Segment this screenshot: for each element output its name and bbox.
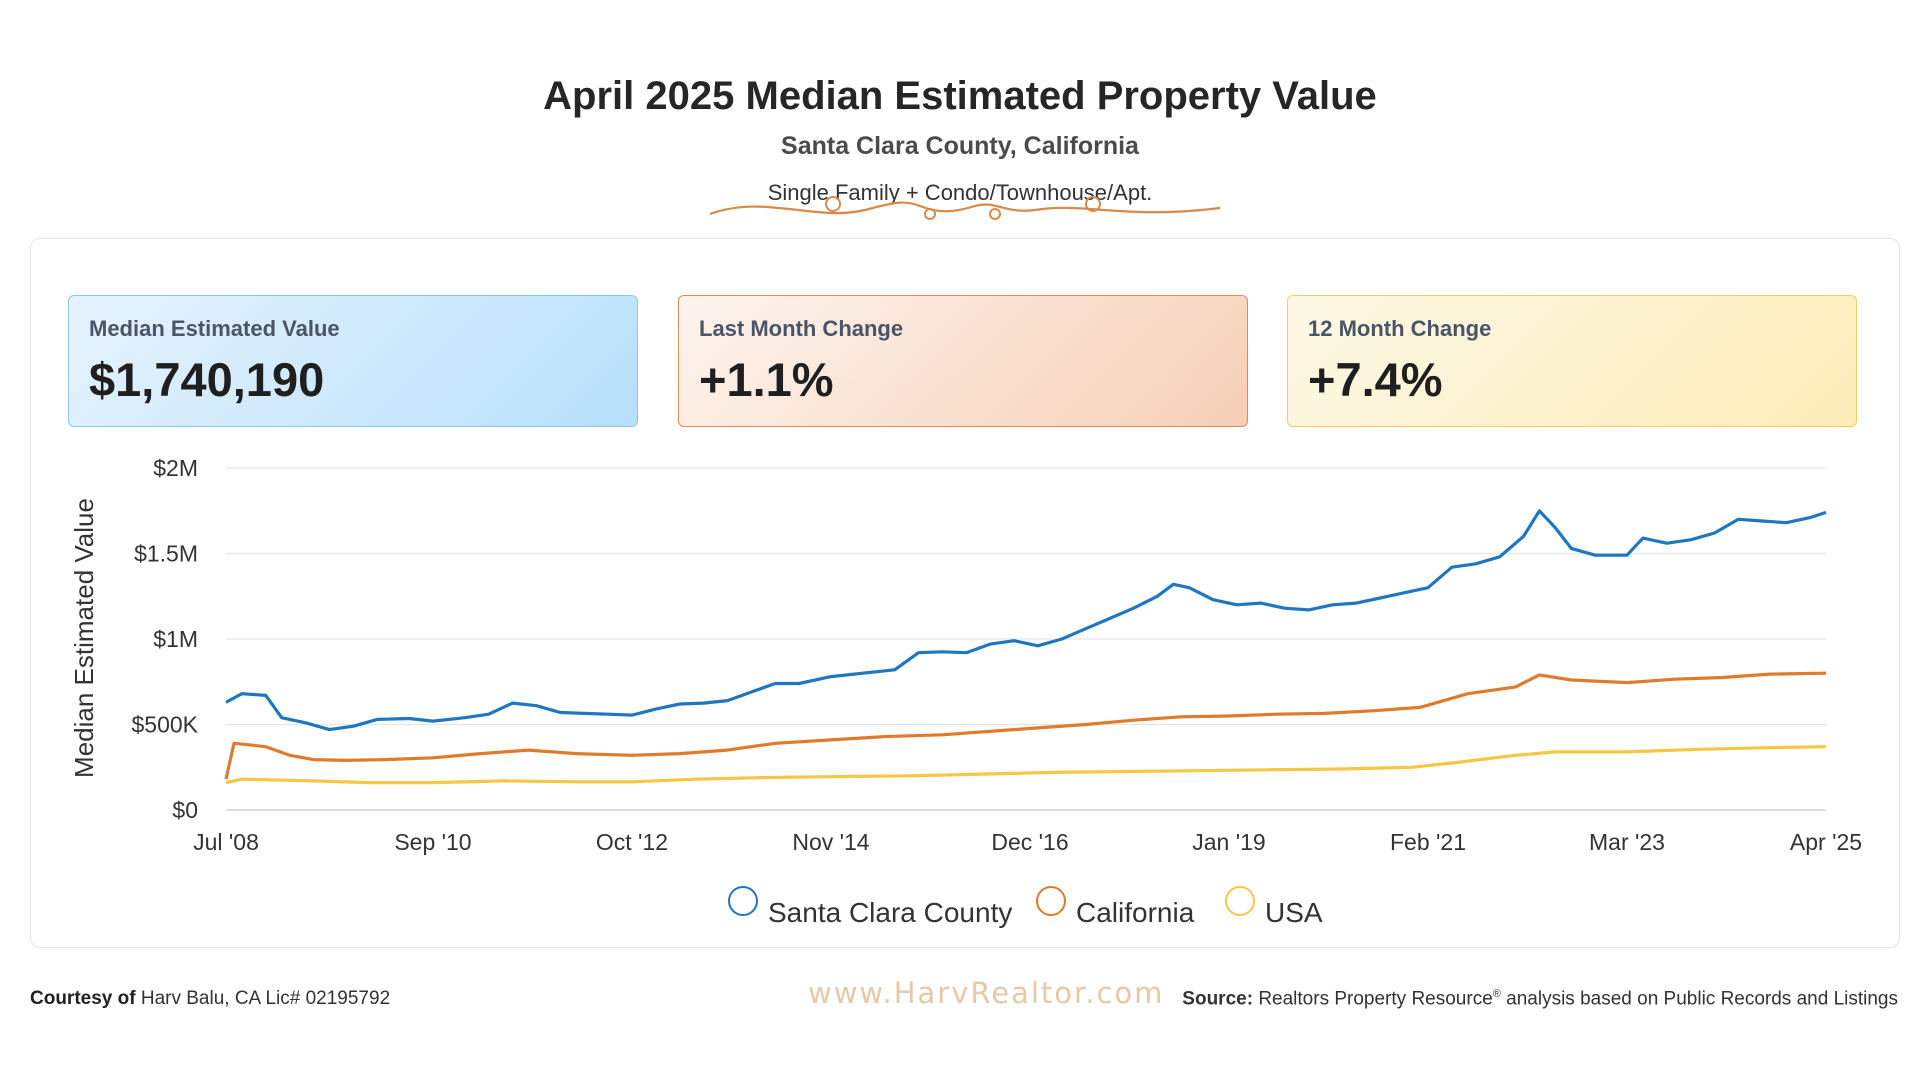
x-tick-label: Jan '19 bbox=[1192, 829, 1265, 855]
source-text-tail: analysis based on Public Records and Lis… bbox=[1500, 988, 1898, 1010]
kpi-value: +7.4% bbox=[1308, 353, 1443, 406]
legend-marker[interactable] bbox=[1036, 886, 1066, 916]
y-tick-label: $0 bbox=[172, 797, 198, 823]
legend-marker[interactable] bbox=[728, 886, 758, 916]
y-tick-label: $2M bbox=[153, 455, 198, 481]
grid-lines bbox=[226, 467, 1826, 811]
legend-label[interactable]: USA bbox=[1265, 897, 1323, 928]
kpi-median-value: Median Estimated Value $1,740,190 bbox=[68, 295, 638, 427]
legend-label[interactable]: Santa Clara County bbox=[768, 897, 1012, 928]
series-line-usa bbox=[225, 745, 1827, 785]
y-tick-label: $1.5M bbox=[134, 541, 198, 567]
kpi-label: 12 Month Change bbox=[1308, 316, 1492, 341]
kpi-label: Median Estimated Value bbox=[89, 316, 340, 341]
website-watermark: www.HarvRealtor.com bbox=[808, 976, 1165, 1010]
y-axis-ticks: $0 $500K $1M $1.5M $2M bbox=[131, 455, 198, 823]
x-tick-label: Jul '08 bbox=[193, 829, 259, 855]
legend: Santa Clara County California USA bbox=[728, 886, 1323, 928]
kpi-12-month-change: 12 Month Change +7.4% bbox=[1287, 295, 1857, 427]
page-title: April 2025 Median Estimated Property Val… bbox=[543, 74, 1377, 118]
series-line-california bbox=[224, 671, 1827, 780]
courtesy-text: Harv Balu, CA Lic# 02195792 bbox=[140, 988, 391, 1009]
x-tick-label: Nov '14 bbox=[792, 829, 869, 855]
y-tick-label: $1M bbox=[153, 626, 198, 652]
source-line: Source: Realtors Property Resource® anal… bbox=[1182, 988, 1898, 1010]
courtesy-label: Courtesy of bbox=[30, 988, 136, 1009]
decorative-flourish-icon bbox=[709, 196, 1221, 220]
registered-mark: ® bbox=[1492, 988, 1501, 1000]
source-text: Realtors Property Resource bbox=[1258, 988, 1493, 1010]
property-types: Single Family + Condo/Townhouse/Apt. bbox=[767, 180, 1153, 205]
kpi-value: $1,740,190 bbox=[89, 353, 325, 406]
kpi-label: Last Month Change bbox=[699, 316, 904, 341]
courtesy-line: Courtesy of Harv Balu, CA Lic# 02195792 bbox=[30, 988, 390, 1010]
kpi-last-month-change: Last Month Change +1.1% bbox=[678, 295, 1248, 427]
y-axis-label: Median Estimated Value bbox=[69, 498, 99, 778]
x-axis-ticks: Jul '08 Sep '10 Oct '12 Nov '14 Dec '16 Jan '… bbox=[193, 829, 1862, 855]
page-subtitle: Santa Clara County, California bbox=[781, 132, 1139, 160]
x-tick-label: Sep '10 bbox=[394, 829, 471, 855]
y-tick-label: $500K bbox=[131, 712, 198, 738]
x-tick-label: Dec '16 bbox=[991, 829, 1068, 855]
source-label: Source: bbox=[1182, 988, 1254, 1010]
x-tick-label: Apr '25 bbox=[1790, 829, 1862, 855]
legend-marker[interactable] bbox=[1225, 886, 1255, 916]
x-tick-label: Mar '23 bbox=[1589, 829, 1665, 855]
kpi-value: +1.1% bbox=[699, 353, 834, 406]
legend-label[interactable]: California bbox=[1076, 897, 1195, 928]
x-tick-label: Feb '21 bbox=[1390, 829, 1466, 855]
x-tick-label: Oct '12 bbox=[596, 829, 668, 855]
series-lines bbox=[224, 509, 1827, 785]
series-line-santa-clara-county bbox=[225, 509, 1827, 732]
